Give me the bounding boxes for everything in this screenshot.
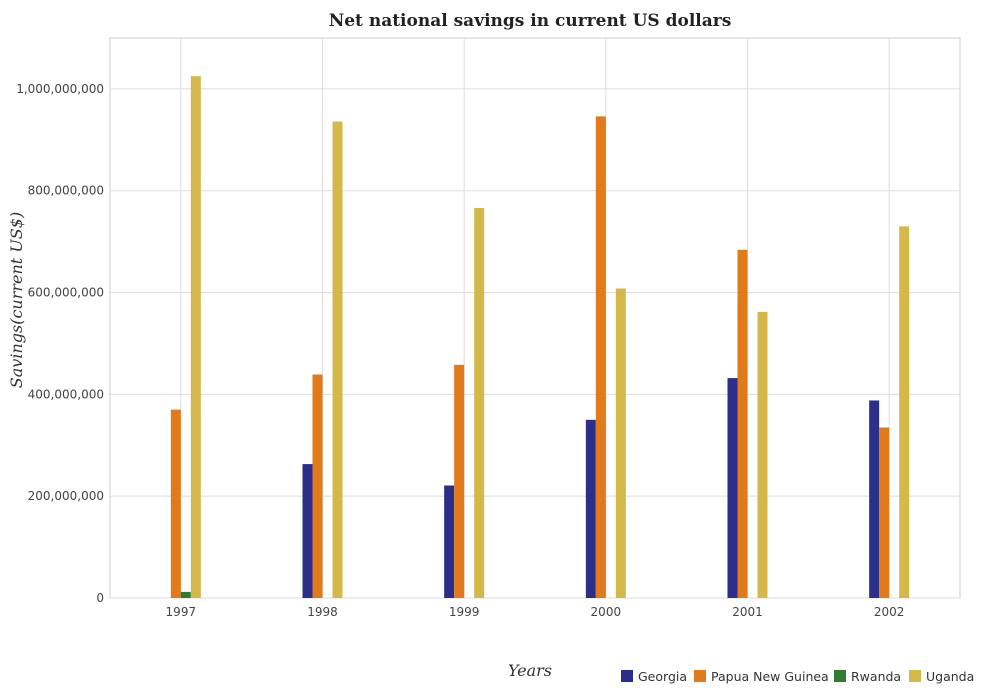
legend-label-uganda: Uganda xyxy=(926,669,974,684)
plot-frame xyxy=(109,37,961,599)
x-tick-label: 1998 xyxy=(307,605,338,619)
bar-georgia-1999 xyxy=(444,485,455,598)
y-tick-label: 1,000,000,000 xyxy=(16,82,104,96)
x-axis-label: Years xyxy=(508,661,552,680)
y-tick-label: 800,000,000 xyxy=(28,184,104,198)
y-tick-label: 0 xyxy=(96,591,104,605)
bar-uganda-2000 xyxy=(615,288,626,598)
bar-georgia-1998 xyxy=(302,464,313,598)
x-tick-label: 1999 xyxy=(449,605,480,619)
x-tick-label: 2000 xyxy=(591,605,622,619)
legend-label-rwanda: Rwanda xyxy=(851,669,901,684)
bar-georgia-2001 xyxy=(727,378,738,598)
bar-papua-new-guinea-2002 xyxy=(879,427,890,598)
bar-rwanda-1997 xyxy=(180,591,191,598)
bar-uganda-1997 xyxy=(190,76,201,598)
legend-swatch-rwanda xyxy=(834,670,846,682)
y-axis-label: Savings(current US$) xyxy=(7,212,26,388)
x-tick-label: 1997 xyxy=(166,605,197,619)
x-tick-label: 2001 xyxy=(732,605,763,619)
y-tick-label: 400,000,000 xyxy=(28,387,104,401)
bar-georgia-2002 xyxy=(869,400,880,598)
bar-papua-new-guinea-1998 xyxy=(312,374,323,598)
bar-papua-new-guinea-1997 xyxy=(170,409,181,598)
x-tick-label: 2002 xyxy=(874,605,905,619)
legend: Georgia Papua New Guinea Rwanda Uganda xyxy=(621,669,974,684)
bar-georgia-2000 xyxy=(585,419,596,598)
bar-uganda-1999 xyxy=(474,208,485,598)
bar-uganda-1998 xyxy=(332,121,343,598)
bar-uganda-2001 xyxy=(757,311,768,598)
legend-swatch-uganda xyxy=(909,670,921,682)
legend-label-papua-new-guinea: Papua New Guinea xyxy=(711,669,829,684)
chart-title: Net national savings in current US dolla… xyxy=(329,11,732,31)
y-tick-label: 600,000,000 xyxy=(28,286,104,300)
y-tick-label: 200,000,000 xyxy=(28,489,104,503)
plot-area: 0 200,000,000 400,000,000 600,000,000 800,00… xyxy=(16,37,961,619)
bar-papua-new-guinea-2001 xyxy=(737,249,748,599)
legend-swatch-papua-new-guinea xyxy=(694,670,706,682)
bar-uganda-2002 xyxy=(899,226,910,598)
legend-label-georgia: Georgia xyxy=(638,669,687,684)
bar-papua-new-guinea-2000 xyxy=(595,116,606,599)
legend-swatch-georgia xyxy=(621,670,633,682)
bar-papua-new-guinea-1999 xyxy=(454,364,465,598)
